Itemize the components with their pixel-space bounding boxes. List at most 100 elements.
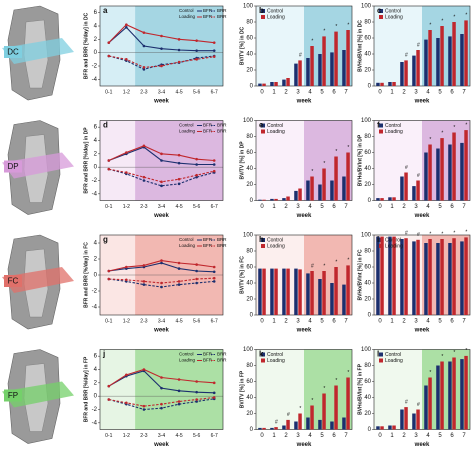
y-tick-label: 80 <box>364 134 371 140</box>
label-box <box>4 389 22 402</box>
bar <box>318 279 322 315</box>
bar <box>388 82 392 86</box>
x-tick-label: 7 <box>462 204 466 210</box>
legend-label: Loading <box>385 14 403 20</box>
bar <box>400 62 404 86</box>
y-tick-label: -4 <box>92 420 98 426</box>
bar <box>404 238 408 315</box>
legend-swatch <box>379 358 383 363</box>
point <box>125 401 128 405</box>
bar <box>342 50 346 86</box>
highlight-region <box>135 349 223 430</box>
x-tick-label: 2-3 <box>140 318 147 324</box>
bar <box>424 385 428 430</box>
bar <box>400 176 404 201</box>
x-tick-label: 5-6 <box>193 433 200 439</box>
bar <box>270 198 274 201</box>
y-axis-label: BV/TV [%] in DP <box>239 141 245 180</box>
x-tick-label: 1-2 <box>123 204 130 210</box>
point <box>212 55 216 58</box>
x-tick-label: 5-6 <box>193 204 200 210</box>
bar <box>416 239 420 315</box>
point <box>195 390 198 394</box>
bar <box>460 359 464 430</box>
bar <box>318 184 322 201</box>
y-tick-label: 20 <box>246 182 253 188</box>
x-tick-label: 4 <box>308 204 312 210</box>
legend-swatch <box>261 9 265 13</box>
bar <box>346 265 350 315</box>
x-tick-label: 1 <box>272 319 276 325</box>
x-tick-label: 3 <box>414 433 418 439</box>
bar <box>428 144 432 201</box>
significance-mark: * <box>453 231 455 237</box>
significance-mark: * <box>323 263 325 269</box>
legend-label: Control <box>385 8 401 14</box>
x-tick-label: 6 <box>450 433 454 439</box>
x-tick-label: 1-2 <box>123 433 130 439</box>
point <box>142 283 146 286</box>
y-tick-label: 100 <box>243 233 254 239</box>
x-tick-label: 6 <box>450 204 454 210</box>
point <box>212 396 216 399</box>
bar <box>330 421 334 430</box>
y-tick-label: -4 <box>92 305 98 311</box>
legend-style: BFR <box>203 243 213 248</box>
point <box>212 41 216 44</box>
y-tick-label: 80 <box>364 20 371 26</box>
significance-mark: * <box>299 406 301 412</box>
significance-mark: * <box>453 14 455 20</box>
x-tick-label: 0-1 <box>105 89 112 95</box>
point <box>107 167 111 171</box>
bar <box>428 30 432 86</box>
bar <box>388 197 392 201</box>
plot-frame <box>255 234 353 316</box>
x-tick-label: 6-7 <box>211 204 218 210</box>
significance-mark: # <box>417 232 420 238</box>
x-tick-label: 2-3 <box>140 204 147 210</box>
legend-label: Loading <box>385 129 403 135</box>
y-tick-label: 4 <box>94 24 98 30</box>
x-tick-label: 5 <box>438 204 442 210</box>
x-tick-label: 2 <box>284 319 288 325</box>
legend-label: Control <box>267 237 283 243</box>
plot-frame <box>373 5 471 87</box>
bar <box>416 409 420 430</box>
bar <box>388 425 392 430</box>
legend-swatch <box>379 352 383 357</box>
y-tick-label: 0 <box>368 427 372 433</box>
significance-mark: * <box>441 231 443 237</box>
x-tick-label: 1 <box>390 204 394 210</box>
point <box>125 23 128 26</box>
bar <box>436 243 440 315</box>
label-box <box>4 275 22 287</box>
bar <box>452 357 456 430</box>
bar <box>440 361 444 430</box>
bar <box>282 268 286 315</box>
y-tick-label: 40 <box>246 395 253 401</box>
y-tick-label: 80 <box>246 363 253 369</box>
bar <box>448 144 452 201</box>
x-tick-label: 6 <box>450 319 454 325</box>
y-tick-label: 20 <box>364 297 371 303</box>
bar <box>464 20 468 86</box>
x-tick-label: 4 <box>426 204 430 210</box>
y-tick-label: 0 <box>368 198 372 204</box>
region-label: FP <box>8 391 18 400</box>
point <box>177 261 181 265</box>
bar <box>298 413 302 430</box>
significance-mark: * <box>347 145 349 151</box>
bar <box>270 82 274 86</box>
bar <box>294 63 298 86</box>
significance-mark: * <box>311 398 313 404</box>
y-tick-label: 0 <box>94 50 98 56</box>
point <box>125 151 128 154</box>
legend-label: Control <box>267 123 283 129</box>
x-tick-label: 1 <box>272 90 276 96</box>
y-tick-label: 60 <box>364 150 371 156</box>
bar <box>262 427 266 430</box>
point <box>125 58 128 61</box>
y-tick-label: 60 <box>246 150 253 156</box>
x-tick-label: 3 <box>296 319 300 325</box>
bar <box>334 31 338 87</box>
